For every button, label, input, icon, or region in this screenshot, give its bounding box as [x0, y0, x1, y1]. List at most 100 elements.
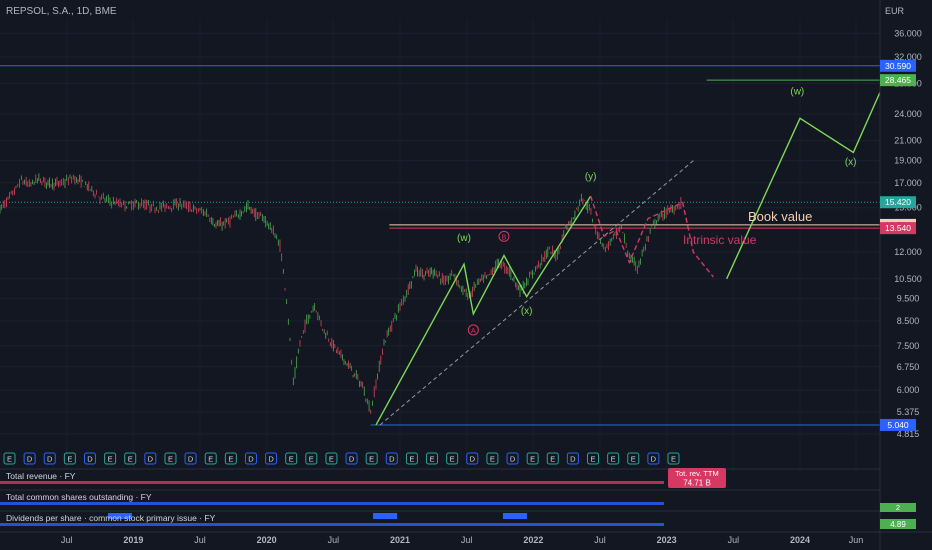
- revenue-tooltip-label: Tot. rev. TTM: [675, 469, 718, 478]
- event-marker: [587, 452, 600, 465]
- y-axis-background: [880, 0, 932, 550]
- y-tick-label: 32.000: [894, 52, 922, 62]
- x-tick-label: 2019: [123, 535, 143, 545]
- y-tick-label: 6.750: [897, 362, 920, 372]
- y-tick-label: 10.500: [894, 274, 922, 284]
- y-tick-label: 8.500: [897, 316, 920, 326]
- event-marker-label: E: [530, 455, 535, 464]
- indicator-bar: [0, 523, 664, 526]
- projection-path: [726, 86, 884, 280]
- price-tag-resistance: [880, 59, 916, 72]
- indicator-pane: [0, 490, 880, 511]
- extra-value-tag: [880, 503, 916, 512]
- y-tick-label: 6.000: [897, 385, 920, 395]
- y-tick-label: 36.000: [894, 28, 922, 38]
- x-tick-label: Jul: [328, 535, 340, 545]
- price-tag-support: [880, 418, 916, 431]
- indicator-pane: [0, 469, 880, 490]
- y-tick-label: 9.500: [897, 294, 920, 304]
- x-tick-label: Jul: [728, 535, 740, 545]
- wave-label: (w): [457, 233, 471, 244]
- event-marker-label: E: [611, 455, 616, 464]
- trend-channel[interactable]: [379, 160, 694, 426]
- indicator-title: Total common shares outstanding · FY: [6, 492, 152, 502]
- event-marker-label: D: [188, 455, 194, 464]
- dividend-bar: [373, 513, 397, 519]
- event-marker-label: E: [128, 455, 133, 464]
- event-marker-label: E: [289, 455, 294, 464]
- event-marker-label: E: [591, 455, 596, 464]
- wave-label: A: [471, 328, 476, 335]
- elliott-waves[interactable]: [375, 86, 884, 426]
- event-marker: [446, 452, 459, 465]
- event-marker-label: E: [329, 455, 334, 464]
- event-marker: [667, 452, 680, 465]
- event-marker: [426, 452, 439, 465]
- y-tick-label: 7.500: [897, 341, 920, 351]
- event-marker-label: E: [108, 455, 113, 464]
- event-marker: [63, 452, 76, 465]
- event-marker: [607, 452, 620, 465]
- price-tag-intrinsic-value: [880, 222, 916, 235]
- event-marker-label: E: [168, 455, 173, 464]
- y-axis[interactable]: 36.00032.00028.00024.00021.00019.00017.0…: [879, 0, 932, 550]
- x-tick-label: 2020: [257, 535, 277, 545]
- event-marker: [385, 452, 398, 465]
- event-marker-label: D: [148, 455, 154, 464]
- event-marker-label: D: [47, 455, 53, 464]
- event-marker-label: E: [369, 455, 374, 464]
- event-marker-label: E: [228, 455, 233, 464]
- event-marker: [265, 452, 278, 465]
- event-marker: [104, 452, 117, 465]
- indicator-title: Dividends per share · common stock prima…: [6, 513, 216, 523]
- event-marker-label: D: [651, 455, 657, 464]
- dividend-bar: [108, 513, 132, 519]
- wave-label: B: [502, 234, 507, 241]
- symbol-title: REPSOL, S.A., 1D, BME: [6, 6, 117, 17]
- x-tick-label: 2022: [523, 535, 543, 545]
- event-marker: [164, 452, 177, 465]
- event-marker: [204, 452, 217, 465]
- event-marker: [23, 452, 36, 465]
- event-marker-label: E: [309, 455, 314, 464]
- annotations: (w) B A (x) (y) (w) (x) Book value Intrinsic val…: [457, 86, 857, 336]
- event-marker-label: E: [409, 455, 414, 464]
- event-marker: [546, 452, 559, 465]
- x-axis[interactable]: Jul 2019 Jul 2020 Jul 2021 Jul 2022 Jul 2023 Jul 20…: [0, 531, 932, 545]
- x-tick-label: Jul: [461, 535, 473, 545]
- indicator-title: Total revenue · FY: [6, 471, 76, 481]
- x-tick-label: 2024: [790, 535, 810, 545]
- event-marker: [405, 452, 418, 465]
- event-marker: [224, 452, 237, 465]
- price-tag-label: 28.465: [885, 75, 911, 85]
- y-tick-label: 12.000: [894, 247, 922, 257]
- event-marker: [144, 452, 157, 465]
- dashed-wave-path: [590, 195, 714, 278]
- revenue-tooltip: [668, 468, 726, 488]
- event-marker-label: E: [430, 455, 435, 464]
- wave-path: [375, 195, 592, 426]
- wave-label-circle: [498, 230, 510, 242]
- event-marker: [184, 452, 197, 465]
- price-tag-label: 5.040: [887, 420, 909, 430]
- event-marker: [627, 452, 640, 465]
- price-tag-label: 13.540: [885, 223, 911, 233]
- extra-value-tag: [880, 519, 916, 529]
- event-marker: [3, 452, 16, 465]
- wave-label-circle: [467, 324, 479, 336]
- x-tick-label: Jul: [194, 535, 206, 545]
- price-tag-label: 30.590: [885, 61, 911, 71]
- event-marker: [526, 452, 539, 465]
- horizontal-levels[interactable]: [0, 65, 880, 426]
- y-tick-label: 17.000: [894, 178, 922, 188]
- event-marker-label: D: [389, 455, 395, 464]
- y-tick-label: 24.000: [894, 109, 922, 119]
- extra-value: 2: [896, 503, 900, 512]
- event-marker: [566, 452, 579, 465]
- event-marker-label: E: [631, 455, 636, 464]
- event-marker: [506, 452, 519, 465]
- event-marker: [124, 452, 137, 465]
